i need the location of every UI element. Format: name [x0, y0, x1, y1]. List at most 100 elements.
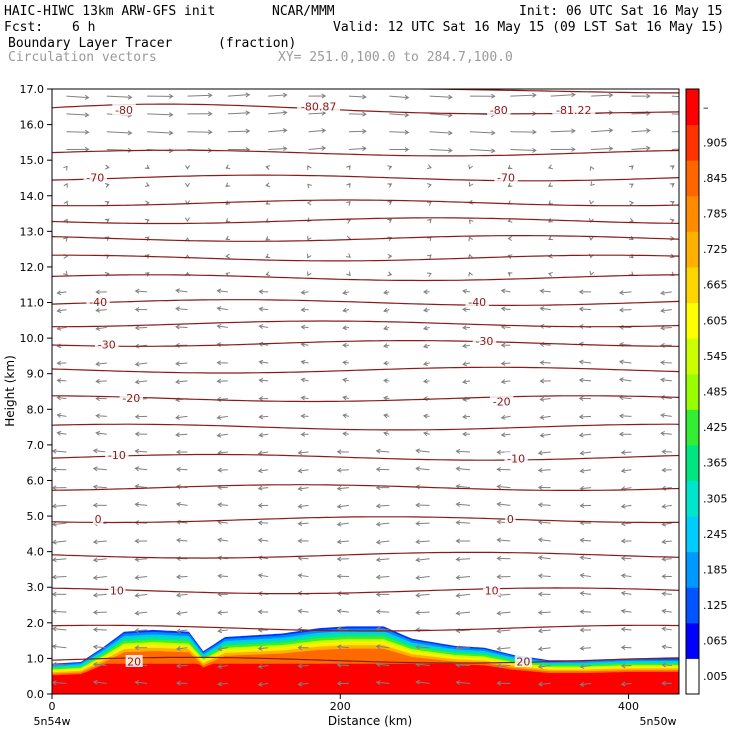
vector-arrowhead	[507, 182, 513, 188]
isotherm-label-bg	[504, 452, 528, 465]
vector-arrowhead	[537, 467, 543, 473]
vector-arrowhead	[300, 289, 306, 295]
field-name: Boundary Layer Tracer	[8, 36, 173, 51]
vector-arrow	[135, 326, 148, 329]
vector-arrow	[135, 503, 148, 506]
vector-arrowhead	[660, 412, 665, 418]
vector-arrowhead	[537, 591, 543, 597]
vector-arrow	[661, 414, 672, 417]
vector-arrow	[135, 558, 148, 561]
vector-arrowhead	[537, 646, 543, 652]
vector-arrowhead	[462, 306, 467, 312]
vector-arrowhead	[257, 681, 263, 687]
vector-arrow	[538, 556, 551, 560]
vector-arrowhead	[84, 129, 90, 135]
vector-arrowhead	[176, 537, 181, 543]
vector-arrowhead	[300, 342, 306, 348]
vector-arrow	[580, 469, 592, 472]
vector-arrowhead	[455, 610, 461, 616]
vector-arrowhead	[176, 466, 181, 472]
vector-arrow	[298, 487, 309, 490]
vector-arrowhead	[618, 431, 624, 437]
isotherm-line	[52, 587, 679, 595]
vector-arrow	[538, 665, 551, 668]
vector-arrow	[376, 468, 390, 471]
vector-arrowhead	[134, 502, 140, 507]
vector-arrow	[538, 682, 551, 685]
vector-arrow	[619, 396, 632, 400]
vector-arrowhead	[539, 414, 545, 420]
vector-arrowhead	[321, 145, 327, 151]
colorbar-tick-label: –	[703, 101, 709, 114]
vector-arrowhead	[342, 290, 348, 295]
colorbar-tick-label: .545	[703, 350, 728, 363]
x-axis: 0 200 400	[49, 694, 639, 713]
vector-arrow	[135, 681, 148, 684]
vector-arrowhead	[134, 575, 140, 581]
vector-arrow	[348, 95, 366, 98]
vector-arrowhead	[297, 608, 303, 614]
vector-arrowhead	[537, 485, 543, 491]
y-tick-label: 2.0	[27, 617, 45, 630]
vector-arrowhead	[383, 343, 388, 349]
vector-arrowhead	[282, 92, 288, 98]
vector-arrowhead	[297, 681, 303, 687]
vector-arrowhead	[448, 130, 453, 136]
isotherm-label: -30	[475, 335, 493, 348]
vector-arrow	[52, 628, 67, 631]
vector-arrowhead	[175, 361, 180, 367]
vector-arrowhead	[455, 593, 461, 598]
vector-arrow	[591, 147, 613, 150]
colorbar-swatch	[686, 195, 699, 232]
vector-arrow	[416, 540, 430, 543]
colorbar-tick-label: .065	[703, 635, 728, 648]
vector-arrow	[550, 94, 575, 97]
vector-arrowhead	[134, 484, 140, 489]
vector-arrowhead	[620, 590, 626, 596]
vector-arrowhead	[415, 610, 420, 616]
isotherm-line	[52, 320, 679, 328]
vector-arrowhead	[579, 485, 585, 491]
vector-arrow	[258, 469, 269, 472]
vector-arrowhead	[134, 538, 140, 544]
vector-arrowhead	[532, 129, 537, 135]
vector-arrowhead	[176, 663, 181, 669]
isotherm-label: -70	[86, 171, 104, 184]
isotherm-label: -70	[497, 171, 515, 184]
vector-arrow	[580, 539, 592, 542]
vector-arrowhead	[300, 307, 306, 313]
vector-arrow	[501, 362, 511, 365]
vector-arrowhead	[496, 519, 502, 525]
vector-arrow	[580, 574, 592, 578]
y-tick-label: 14.0	[20, 190, 45, 203]
isotherm-label-bg	[112, 103, 136, 116]
vector-arrowhead	[462, 431, 467, 437]
colorbar-tick-label: .185	[703, 563, 728, 576]
vector-arrowhead	[404, 129, 410, 135]
vector-arrowhead	[176, 680, 181, 686]
vector-arrowhead	[468, 199, 474, 205]
vector-arrow	[661, 326, 672, 329]
vector-arrowhead	[537, 573, 543, 579]
vector-arrow	[631, 112, 650, 115]
vector-arrowhead	[342, 395, 348, 401]
isotherm-line	[52, 395, 679, 403]
vector-arrow	[662, 592, 672, 595]
temperature-contours	[52, 89, 679, 664]
vector-arrowhead	[52, 662, 57, 667]
vector-arrow	[579, 361, 592, 364]
colorbar-swatch	[686, 338, 699, 375]
vector-arrowhead	[265, 182, 271, 188]
vector-arrow	[376, 611, 390, 613]
vector-arrow	[218, 469, 228, 471]
vector-arrowhead	[245, 110, 251, 116]
vector-arrow	[376, 663, 390, 667]
vector-arrow	[662, 540, 672, 543]
vector-arrowhead	[336, 680, 342, 686]
vector-arrow	[52, 522, 67, 526]
vector-arrow	[96, 415, 107, 417]
vector-arrowhead	[175, 414, 180, 420]
vector-arrow	[416, 558, 430, 561]
vector-arrowhead	[423, 378, 428, 384]
vector-arrowhead	[145, 200, 150, 206]
